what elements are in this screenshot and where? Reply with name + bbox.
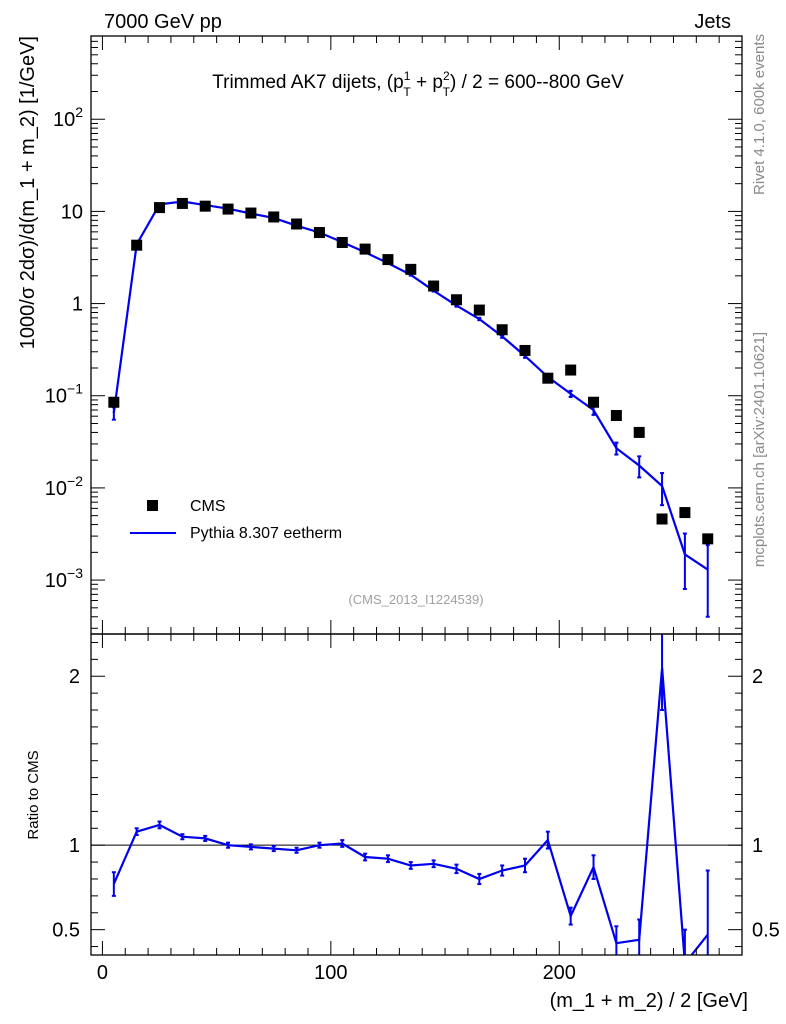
y-tick-label: 102	[53, 104, 83, 131]
cms-point	[313, 227, 325, 239]
main-panel-bg	[91, 36, 742, 634]
cms-point	[610, 410, 622, 422]
cms-point	[588, 396, 600, 408]
chart-background	[91, 36, 742, 955]
ratio-tick-label-right: 0.5	[752, 920, 780, 942]
cms-point	[268, 211, 280, 223]
legend-cms-marker	[147, 500, 158, 511]
y-tick-label: 1	[72, 294, 83, 316]
axis-ticks	[91, 35, 743, 955]
cms-point	[108, 396, 120, 408]
cms-point	[450, 294, 462, 306]
cms-point	[496, 324, 508, 336]
ratio-panel-data	[91, 634, 742, 955]
y-tick-label: 10−1	[45, 381, 83, 408]
header-right: Jets	[694, 11, 731, 33]
legend-cms-label: CMS	[190, 498, 226, 515]
cms-point	[656, 513, 668, 525]
cms-point	[359, 243, 371, 255]
x-axis-label: (m_1 + m_2) / 2 [GeV]	[550, 990, 748, 1012]
ratio-tick-label-left: 1	[69, 835, 80, 857]
mcplots-label: mcplots.cern.ch [arXiv:2401.10621]	[751, 332, 768, 567]
y-tick-label: 10−2	[45, 473, 83, 500]
rivet-label: Rivet 4.1.0, 600k events	[751, 34, 768, 195]
cms-point	[336, 236, 348, 248]
x-tick-label: 100	[314, 962, 347, 984]
ratio-tick-label-right: 2	[752, 666, 763, 688]
cms-point	[405, 263, 417, 275]
ratio-tick-label-left: 2	[69, 666, 80, 688]
ratio-panel-bg	[91, 634, 742, 955]
cms-point	[519, 344, 531, 356]
cms-point	[428, 280, 440, 292]
cms-point	[565, 364, 577, 376]
cms-point	[222, 203, 234, 215]
cms-point	[245, 207, 257, 219]
cms-point	[382, 254, 394, 266]
y-tick-label: 10	[61, 201, 83, 223]
header-left: 7000 GeV pp	[104, 11, 222, 33]
x-tick-label: 0	[97, 962, 108, 984]
y-axis-label: 1000/σ 2dσ)/d(m_1 + m_2) [1/GeV]	[17, 36, 39, 349]
cms-point	[154, 202, 166, 214]
axis-tick-labels: 0 100 200 10−3 10−2 10−1 1 10 102 0.5 0.5 1 1 2 2	[45, 104, 780, 984]
cms-point	[199, 200, 211, 212]
cms-point	[131, 239, 143, 251]
cms-point	[291, 218, 303, 230]
analysis-id: (CMS_2013_I1224539)	[348, 592, 483, 607]
chart-title: Trimmed AK7 dijets, (p1 T + p2 T) / 2 = 60…	[212, 69, 624, 99]
ratio-tick-label-right: 1	[752, 835, 763, 857]
cms-point	[702, 533, 714, 545]
ratio-tick-label-left: 0.5	[52, 920, 80, 942]
legend-pythia-label: Pythia 8.307 eetherm	[190, 525, 342, 542]
legend: CMS Pythia 8.307 eetherm	[130, 498, 342, 542]
cms-point	[473, 304, 485, 316]
main-panel-data	[108, 197, 714, 618]
cms-point	[633, 426, 645, 438]
x-tick-label: 200	[543, 962, 576, 984]
cms-point	[176, 197, 188, 209]
y-tick-label: 10−3	[45, 565, 83, 592]
cms-point	[679, 507, 691, 519]
ratio-y-axis-label: Ratio to CMS	[25, 750, 42, 839]
cms-point	[542, 372, 554, 384]
